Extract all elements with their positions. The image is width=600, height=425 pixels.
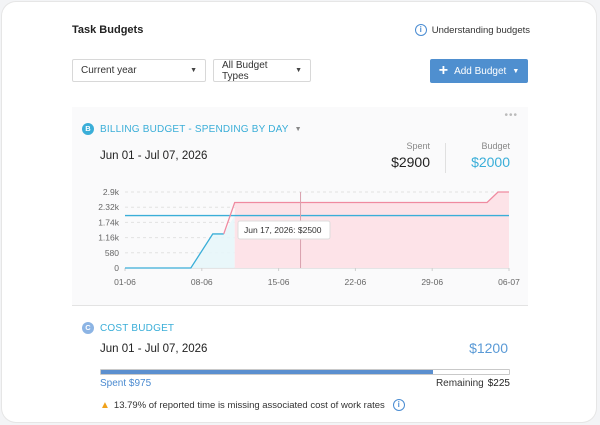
chevron-down-icon: ▼: [190, 67, 197, 74]
more-options-icon[interactable]: •••: [504, 110, 518, 121]
remaining-label: Remaining: [435, 378, 484, 389]
info-icon: i: [414, 24, 427, 36]
missing-rates-warning: ▲ 13.79% of reported time is missing ass…: [100, 399, 405, 411]
tooltip-box: [237, 220, 331, 240]
remaining-value: $225: [487, 378, 510, 389]
period-select[interactable]: Current year ▼: [72, 59, 206, 82]
x-tick-label: 22-06: [345, 277, 367, 287]
cost-date-range: Jun 01 - Jul 07, 2026: [100, 343, 208, 355]
y-tick-label: 2.9k: [103, 187, 120, 197]
y-tick-label: 1.16k: [98, 233, 120, 243]
x-tick-label: 08-06: [191, 277, 213, 287]
y-tick-label: 0: [114, 263, 119, 273]
tooltip-text: Jun 17, 2026: $2500: [244, 225, 322, 235]
billing-date-range: Jun 01 - Jul 07, 2026: [100, 150, 208, 162]
cost-progress-bar: [100, 369, 510, 375]
warning-text: 13.79% of reported time is missing assoc…: [113, 399, 385, 411]
billing-budget-header[interactable]: B BILLING BUDGET - SPENDING BY DAY ▼: [82, 123, 302, 135]
chart-tooltip: Jun 17, 2026: $2500: [237, 220, 331, 240]
x-tick-label: 29-06: [421, 277, 443, 287]
budget-types-select[interactable]: All Budget Types ▼: [213, 59, 311, 82]
info-icon[interactable]: i: [392, 399, 405, 411]
budget-value: $2000: [471, 154, 510, 170]
add-budget-label: Add Budget: [454, 65, 507, 77]
cost-spent-text: Spent $975: [100, 378, 152, 389]
add-budget-button[interactable]: + Add Budget ▼: [430, 59, 528, 83]
cost-badge: C: [82, 322, 94, 334]
chevron-down-icon: ▼: [512, 67, 520, 75]
y-tick-label: 580: [105, 248, 119, 258]
cost-budget-title: COST BUDGET: [100, 322, 175, 334]
over-budget-area: [234, 192, 509, 268]
budget-types-value: All Budget Types: [222, 59, 268, 82]
stat-divider: [445, 143, 446, 173]
billing-badge: B: [82, 123, 94, 135]
cost-remaining: Remaining $225: [436, 378, 510, 389]
under-budget-area: [125, 215, 235, 268]
chevron-down-icon: ▼: [294, 125, 302, 133]
budget-label: Budget: [481, 141, 510, 151]
page-title: Task Budgets: [72, 24, 144, 36]
period-select-value: Current year: [81, 65, 137, 76]
x-tick-label: 06-07: [498, 277, 520, 287]
cost-progress-fill: [101, 370, 433, 374]
cost-budget-value: $1200: [469, 340, 508, 356]
warning-icon: ▲: [100, 399, 110, 411]
spent-label: Spent: [406, 141, 430, 151]
help-link-label: Understanding budgets: [431, 24, 530, 36]
y-tick-label: 2.32k: [98, 202, 120, 212]
spending-line-under-budget: [125, 233, 224, 269]
billing-budget-title: BILLING BUDGET - SPENDING BY DAY: [100, 123, 289, 135]
spending-line-over-budget: [223, 191, 509, 235]
x-tick-label: 15-06: [268, 277, 290, 287]
y-tick-label: 1.74k: [98, 217, 120, 227]
x-tick-label: 01-06: [114, 277, 136, 287]
spent-value: $2900: [391, 154, 430, 170]
plus-icon: +: [438, 62, 449, 79]
cost-budget-header: C COST BUDGET: [82, 322, 174, 334]
understanding-budgets-link[interactable]: i Understanding budgets: [414, 24, 530, 36]
chevron-down-icon: ▼: [295, 67, 302, 74]
section-divider: [72, 305, 528, 306]
